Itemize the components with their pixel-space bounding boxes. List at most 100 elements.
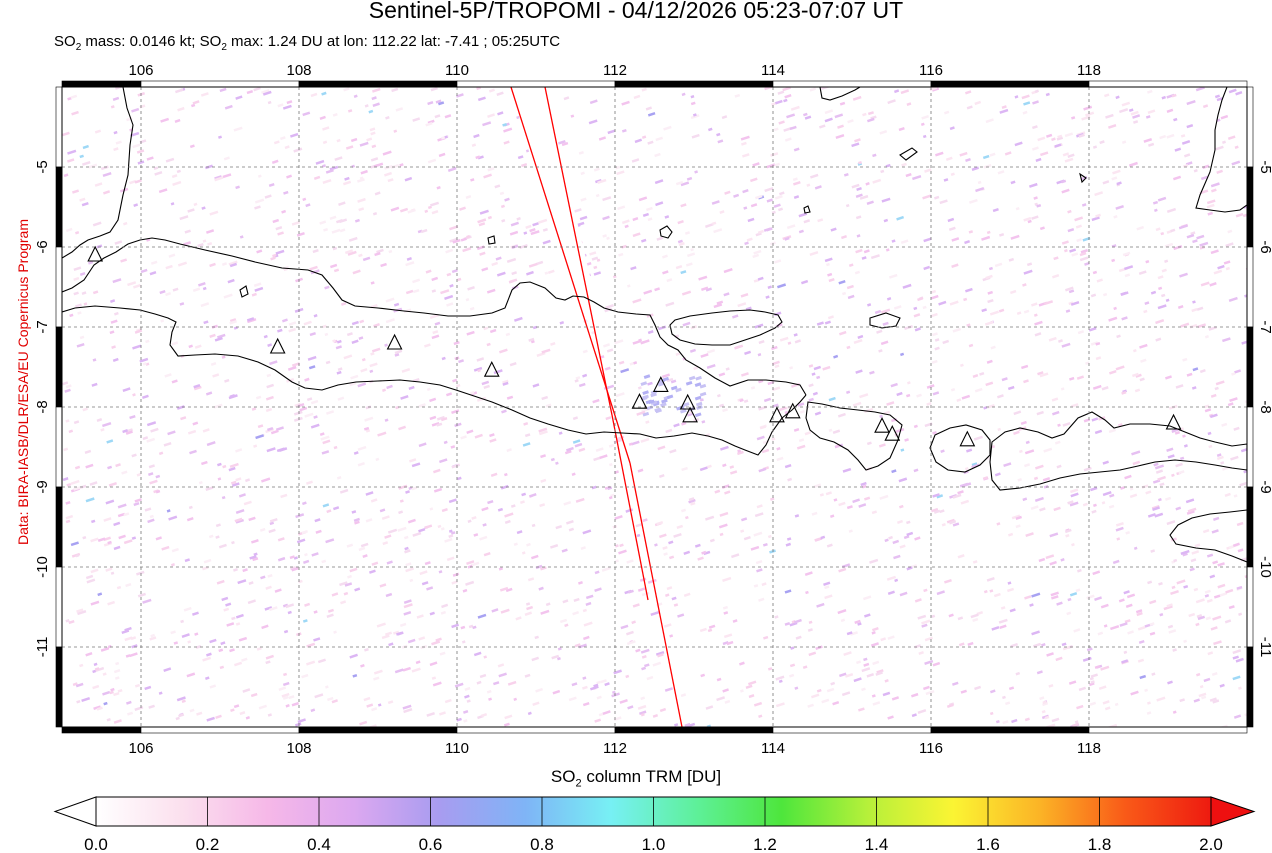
noise-pixel [1202, 529, 1210, 534]
noise-pixel [661, 373, 670, 379]
noise-pixel [159, 289, 166, 295]
noise-pixel [916, 393, 922, 398]
noise-pixel [1099, 140, 1105, 145]
noise-pixel [466, 330, 475, 336]
noise-pixel [1064, 157, 1074, 163]
noise-pixel [483, 384, 490, 389]
noise-pixel [117, 503, 127, 509]
frame-bar-right [1246, 166, 1254, 248]
noise-pixel [1064, 249, 1068, 253]
lon-tick-label-bottom: 118 [1077, 740, 1101, 757]
noise-pixel [473, 366, 483, 372]
noise-pixel [932, 332, 938, 337]
noise-pixel [880, 637, 887, 642]
noise-pixel [448, 534, 454, 538]
noise-pixel [1124, 273, 1131, 278]
noise-pixel [411, 667, 421, 673]
noise-pixel [550, 341, 556, 346]
noise-pixel [614, 544, 619, 548]
noise-pixel [106, 717, 111, 722]
noise-pixel [1013, 410, 1022, 416]
noise-pixel [647, 578, 657, 584]
noise-pixel [332, 339, 336, 343]
noise-pixel [784, 589, 792, 594]
noise-pixel [1092, 384, 1102, 390]
noise-pixel [632, 298, 642, 304]
noise-pixel [852, 95, 862, 101]
noise-pixel [1139, 343, 1148, 349]
noise-pixel [725, 367, 730, 371]
noise-pixel [771, 437, 776, 441]
noise-pixel [131, 453, 137, 458]
noise-pixel [580, 197, 587, 202]
noise-pixel [110, 571, 115, 575]
noise-pixel [177, 106, 185, 112]
noise-pixel [213, 403, 223, 409]
noise-pixel [917, 709, 927, 714]
swath-edge-right [544, 87, 613, 416]
noise-pixel [846, 284, 854, 290]
noise-pixel [438, 152, 446, 158]
noise-pixel [134, 179, 142, 184]
noise-pixel [930, 312, 938, 318]
noise-pixel [531, 656, 540, 662]
noise-pixel [244, 478, 251, 483]
noise-pixel [841, 235, 848, 240]
noise-pixel [92, 358, 97, 362]
noise-pixel [1032, 125, 1038, 130]
noise-pixel [717, 139, 724, 144]
noise-pixel [900, 89, 910, 95]
noise-pixel [404, 176, 413, 182]
noise-pixel [1039, 696, 1045, 701]
noise-pixel [1199, 369, 1206, 374]
noise-pixel [251, 292, 257, 297]
noise-pixel [1022, 283, 1027, 287]
noise-pixel [499, 191, 505, 196]
noise-pixel [436, 185, 441, 190]
noise-pixel [1061, 240, 1069, 245]
noise-pixel [381, 634, 390, 640]
noise-pixel [531, 554, 539, 560]
noise-pixel [412, 531, 422, 537]
noise-pixel [238, 493, 246, 498]
noise-pixel [451, 409, 460, 414]
noise-pixel [1082, 236, 1091, 242]
noise-pixel [105, 567, 113, 572]
noise-pixel-enhanced [694, 412, 702, 418]
noise-pixel [1101, 386, 1109, 391]
noise-pixel [866, 200, 874, 205]
noise-pixel [510, 221, 519, 227]
noise-pixel [782, 87, 791, 92]
noise-pixel [283, 629, 289, 634]
noise-pixel [1121, 659, 1129, 664]
noise-pixel [115, 140, 122, 145]
noise-pixel-enhanced [660, 402, 667, 408]
noise-pixel [77, 609, 87, 616]
noise-pixel [369, 569, 376, 574]
noise-pixel [502, 381, 509, 386]
noise-pixel [583, 635, 590, 641]
noise-pixel [96, 418, 103, 422]
noise-pixel [170, 630, 176, 635]
noise-pixel [155, 474, 161, 479]
noise-pixel [223, 607, 230, 612]
noise-pixel [418, 403, 426, 408]
noise-pixel [815, 645, 823, 650]
noise-pixel [1071, 543, 1075, 547]
noise-pixel [1040, 151, 1049, 157]
coast-sulawesi [1195, 87, 1247, 213]
noise-pixel [979, 371, 985, 376]
noise-pixel [1107, 124, 1117, 129]
noise-pixel [270, 256, 276, 261]
noise-pixel [593, 167, 600, 172]
noise-pixel [1070, 488, 1079, 494]
noise-pixel [878, 443, 886, 448]
noise-pixel [193, 385, 202, 391]
frame-bar-top [140, 80, 300, 88]
noise-pixel-enhanced [657, 381, 665, 387]
noise-pixel [789, 125, 797, 131]
noise-pixel [248, 516, 256, 522]
noise-pixel [395, 107, 404, 112]
coast-kangean [869, 312, 901, 329]
noise-pixel [446, 556, 455, 562]
